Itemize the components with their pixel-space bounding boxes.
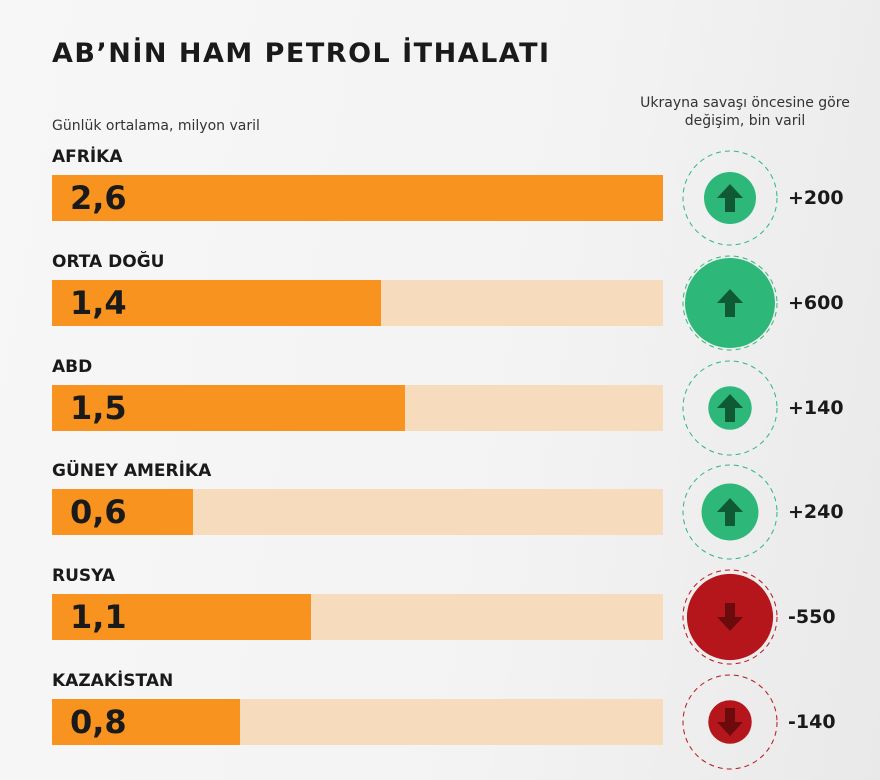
- arrow-down-icon: [717, 708, 743, 736]
- category-label: ORTA DOĞU: [52, 251, 165, 272]
- bar-value-label: 1,4: [70, 283, 127, 322]
- change-bubble: [682, 569, 778, 665]
- bar-value-label: 0,8: [70, 703, 127, 741]
- bar: [52, 699, 240, 745]
- reference-ring: [682, 674, 778, 770]
- change-value-label: -550: [788, 606, 836, 629]
- category-label: RUSYA: [52, 566, 115, 587]
- bar: [52, 594, 311, 641]
- bar-value-label: 2,6: [70, 179, 127, 217]
- bar-track: 1,1: [52, 594, 663, 641]
- category-label: ABD: [52, 356, 93, 377]
- reference-ring: [682, 360, 778, 456]
- bar-value-label: 1,5: [70, 388, 127, 427]
- bar-track: 1,5: [52, 384, 663, 431]
- reference-ring: [682, 464, 778, 560]
- bar-value-label: 1,1: [70, 598, 127, 637]
- arrow-up-icon: [717, 184, 743, 212]
- category-label: KAZAKİSTAN: [52, 671, 174, 691]
- bar-track: 1,4: [52, 279, 663, 326]
- change-bubble: [682, 464, 778, 560]
- change-value-label: +200: [788, 187, 844, 209]
- bar: [52, 279, 381, 326]
- bar-track: 2,6: [52, 175, 663, 221]
- reference-ring: [682, 255, 778, 351]
- arrow-down-icon: [717, 603, 743, 632]
- bar-value-label: 0,6: [70, 493, 127, 532]
- reference-ring: [682, 150, 778, 246]
- arrow-up-icon: [717, 498, 743, 527]
- change-unit-label: Ukrayna savaşı öncesine göre değişim, bi…: [640, 95, 850, 129]
- reference-ring: [682, 569, 778, 665]
- change-value-label: +140: [788, 396, 844, 419]
- bar: [52, 384, 405, 431]
- change-value-label: +600: [788, 291, 844, 314]
- change-value-label: -140: [788, 711, 836, 733]
- change-bubble: [682, 150, 778, 246]
- bar: [52, 489, 193, 536]
- bar-track: 0,6: [52, 489, 663, 536]
- arrow-up-icon: [717, 288, 743, 317]
- arrow-up-icon: [717, 393, 743, 422]
- change-bubble: [682, 674, 778, 770]
- change-value-label: +240: [788, 501, 844, 524]
- category-label: GÜNEY AMERİKA: [52, 461, 212, 482]
- bar-track: 0,8: [52, 699, 663, 745]
- chart-title: AB’NİN HAM PETROL İTHALATI: [52, 38, 551, 69]
- value-unit-label: Günlük ortalama, milyon varil: [52, 118, 260, 134]
- bar: [52, 175, 663, 221]
- category-label: AFRİKA: [52, 147, 123, 167]
- change-bubble: [682, 360, 778, 456]
- change-bubble: [682, 255, 778, 351]
